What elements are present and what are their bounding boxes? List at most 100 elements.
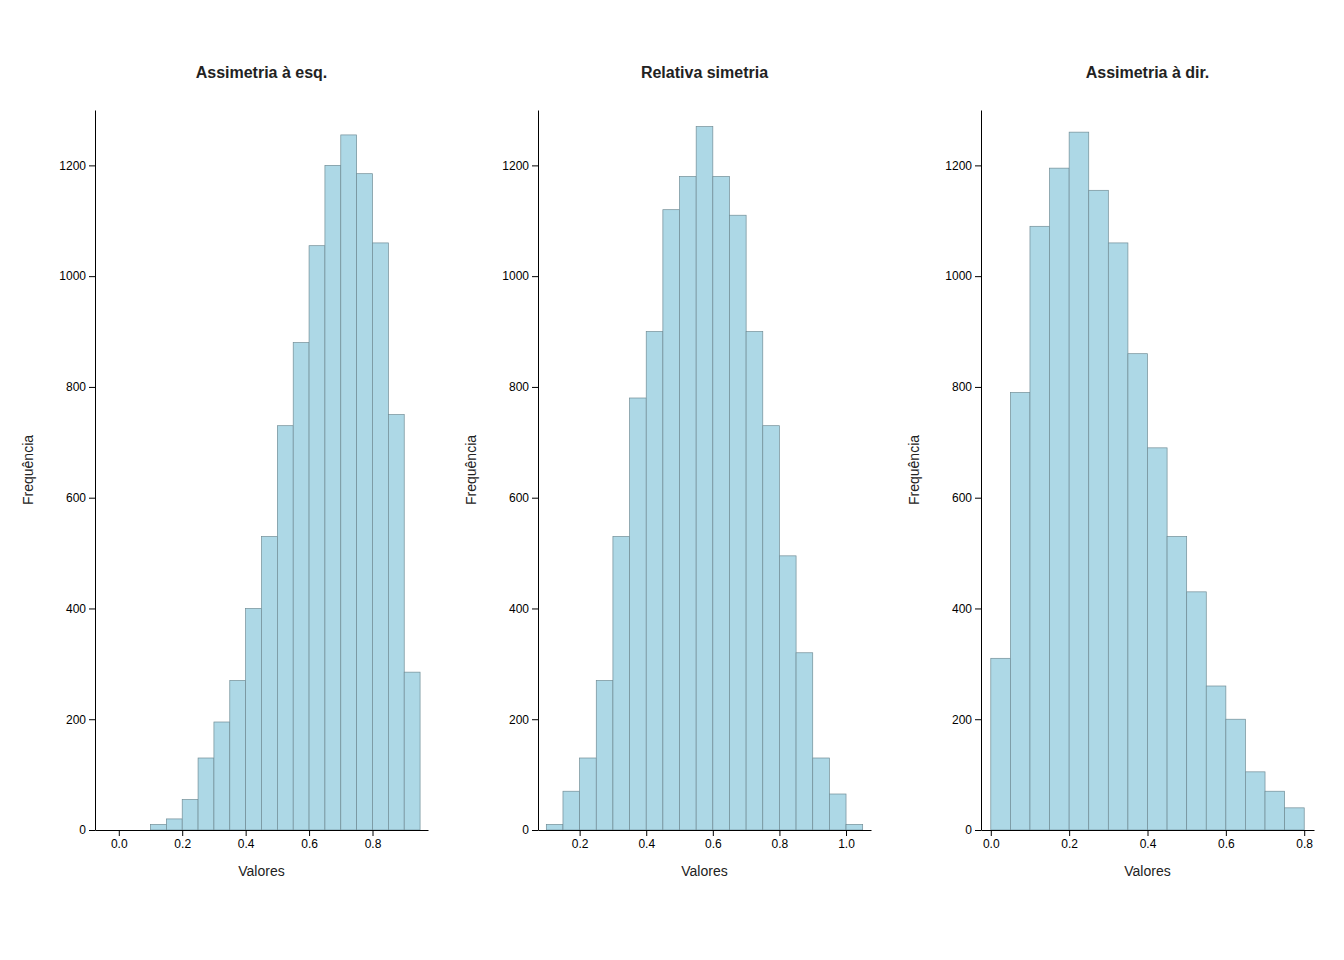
y-tick: 200: [66, 713, 95, 727]
histogram-bar: [357, 174, 373, 830]
y-tick-mark: [532, 608, 538, 609]
histogram-bar: [796, 653, 813, 830]
histogram-bar: [230, 680, 246, 830]
y-axis: 020040060080010001200: [502, 111, 538, 838]
x-tick-mark: [1148, 830, 1149, 836]
histogram-bar: [613, 536, 630, 830]
x-tick-label: 0.0: [111, 837, 128, 851]
y-tick-label: 800: [952, 380, 972, 394]
x-tick-mark: [846, 830, 847, 836]
y-tick-mark: [89, 830, 95, 831]
y-tick-label: 800: [66, 380, 86, 394]
y-tick-mark: [532, 276, 538, 277]
histogram-bar: [746, 332, 763, 830]
x-tick: 0.6: [301, 830, 318, 851]
y-tick: 0: [965, 823, 981, 837]
y-axis-title: Frequência: [20, 435, 36, 505]
y-tick-label: 1000: [945, 269, 972, 283]
x-tick-label: 1.0: [838, 837, 855, 851]
y-tick-mark: [532, 719, 538, 720]
x-tick-mark: [309, 830, 310, 836]
x-tick-mark: [1226, 830, 1227, 836]
y-tick-mark: [975, 608, 981, 609]
histogram-bar: [341, 135, 357, 830]
histogram-bar: [1265, 791, 1285, 830]
histogram-bar: [779, 556, 796, 830]
y-tick-mark: [89, 719, 95, 720]
x-tick-label: 0.4: [238, 837, 255, 851]
histogram-bar: [813, 758, 830, 830]
y-tick-mark: [975, 719, 981, 720]
y-tick-label: 400: [66, 602, 86, 616]
y-axis-line: [981, 111, 982, 831]
y-tick-mark: [532, 387, 538, 388]
bars: [991, 132, 1304, 830]
histogram-bar: [1030, 226, 1050, 830]
histogram-bar: [546, 824, 563, 830]
y-tick-mark: [532, 165, 538, 166]
y-tick-mark: [89, 276, 95, 277]
histogram-bar: [663, 210, 680, 830]
histogram-bar: [846, 824, 863, 830]
x-tick-mark: [779, 830, 780, 836]
x-tick-mark: [246, 830, 247, 836]
y-tick-mark: [975, 387, 981, 388]
x-tick: 0.0: [983, 830, 1000, 851]
bars: [546, 127, 862, 830]
y-tick-label: 200: [66, 713, 86, 727]
y-tick-mark: [975, 498, 981, 499]
x-tick: 1.0: [838, 830, 855, 851]
y-axis-title: Frequência: [463, 435, 479, 505]
y-tick-label: 200: [509, 713, 529, 727]
y-tick: 1200: [59, 159, 95, 173]
histogram-bar: [991, 658, 1011, 830]
y-tick: 800: [66, 380, 95, 394]
histogram-bar: [696, 127, 713, 830]
panel: 0.00.20.40.60.8020040060080010001200Assi…: [20, 64, 429, 879]
y-tick: 600: [952, 491, 981, 505]
x-tick-label: 0.2: [572, 837, 589, 851]
y-axis-line: [95, 111, 96, 831]
y-tick-label: 1200: [59, 159, 86, 173]
panel: 0.00.20.40.60.8020040060080010001200Assi…: [906, 64, 1315, 879]
y-tick-mark: [975, 165, 981, 166]
y-tick-label: 600: [952, 491, 972, 505]
x-tick-label: 0.4: [1140, 837, 1157, 851]
x-tick-label: 0.2: [1061, 837, 1078, 851]
y-tick: 0: [522, 823, 538, 837]
y-tick: 1200: [945, 159, 981, 173]
histogram-bar: [1108, 243, 1128, 830]
y-tick: 800: [509, 380, 538, 394]
histogram-bar: [373, 243, 389, 830]
x-axis: 0.00.20.40.60.8: [982, 830, 1315, 851]
x-axis-line: [96, 830, 429, 831]
histogram-bar: [151, 824, 167, 830]
histogram-bar: [1148, 448, 1168, 830]
y-tick-label: 800: [509, 380, 529, 394]
x-tick-label: 0.8: [1296, 837, 1313, 851]
x-axis: 0.00.20.40.60.8: [96, 830, 429, 851]
y-tick-mark: [532, 498, 538, 499]
bars: [151, 135, 421, 830]
x-tick: 0.8: [1296, 830, 1313, 851]
y-axis: 020040060080010001200: [945, 111, 981, 838]
histogram-bar: [293, 343, 309, 830]
y-tick-label: 1200: [502, 159, 529, 173]
y-tick: 1000: [945, 269, 981, 283]
y-tick-mark: [89, 165, 95, 166]
x-tick-label: 0.6: [301, 837, 318, 851]
x-tick-label: 0.8: [365, 837, 382, 851]
y-tick-mark: [89, 498, 95, 499]
histogram-bar: [630, 398, 647, 830]
histogram-bar: [166, 819, 182, 830]
x-tick-mark: [713, 830, 714, 836]
x-tick-label: 0.0: [983, 837, 1000, 851]
x-axis-title: Valores: [1124, 863, 1170, 879]
histogram-bar: [1069, 132, 1089, 830]
histogram-bar: [309, 246, 325, 830]
x-tick-mark: [119, 830, 120, 836]
y-tick: 400: [66, 602, 95, 616]
histogram-bar: [182, 800, 198, 830]
y-tick: 200: [509, 713, 538, 727]
y-tick-label: 600: [66, 491, 86, 505]
